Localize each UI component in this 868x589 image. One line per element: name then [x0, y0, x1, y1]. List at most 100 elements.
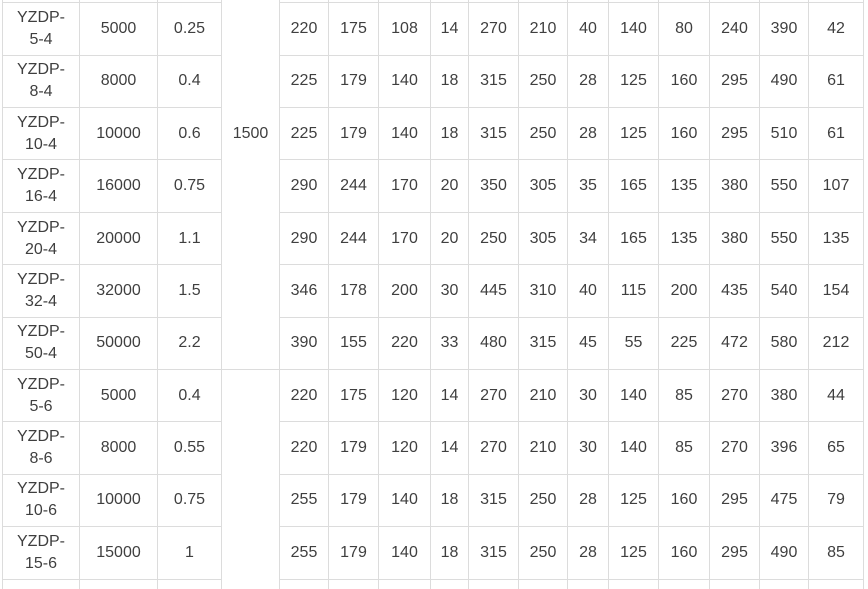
value-cell: 160 [658, 526, 710, 580]
value-cell: 445 [468, 264, 519, 318]
value-cell: 220 [279, 2, 329, 56]
value-cell: 35 [567, 159, 609, 213]
value-cell: 18 [430, 54, 469, 109]
value-cell: 61 [808, 54, 864, 109]
value-cell [79, 578, 158, 589]
value-cell: 225 [279, 54, 329, 109]
model-cell: YZDP- 5-4 [2, 2, 80, 56]
value-cell: 2.2 [157, 316, 222, 371]
value-cell: 5000 [79, 2, 158, 56]
value-cell: 315 [468, 107, 519, 161]
value-cell [157, 578, 222, 589]
model-cell: YZDP- 20-4 [2, 211, 80, 266]
value-cell [328, 578, 379, 589]
value-cell: 15000 [79, 526, 158, 580]
value-cell: 28 [567, 473, 609, 528]
value-cell [279, 578, 329, 589]
value-cell: 45 [567, 316, 609, 371]
value-cell: 200 [658, 264, 710, 318]
value-cell: 540 [759, 264, 809, 318]
value-cell: 170 [378, 211, 431, 266]
value-cell: 550 [759, 211, 809, 266]
value-cell: 1.5 [157, 264, 222, 318]
value-cell: 107 [808, 159, 864, 213]
value-cell: 305 [518, 159, 568, 213]
value-cell: 85 [658, 369, 710, 423]
value-cell: 390 [279, 316, 329, 371]
value-cell: 550 [759, 159, 809, 213]
value-cell: 42 [808, 2, 864, 56]
value-cell: 160 [658, 473, 710, 528]
table-row: YZDP- 8-6 8000 0.55 220 179 120 14 270 210 30 140 85… [2, 421, 864, 475]
value-cell: 79 [808, 473, 864, 528]
value-cell: 20000 [79, 211, 158, 266]
value-cell: 154 [808, 264, 864, 318]
value-cell: 270 [468, 421, 519, 475]
model-cell: YZDP- 16-4 [2, 159, 80, 213]
value-cell: 140 [608, 369, 659, 423]
value-cell: 160 [658, 107, 710, 161]
value-cell: 255 [279, 526, 329, 580]
value-cell: 140 [378, 473, 431, 528]
value-cell: 396 [759, 421, 809, 475]
table-row: YZDP- 5-6 5000 0.4 220 175 120 14 270 210 30 140 85 2… [2, 369, 864, 589]
value-cell: 290 [279, 211, 329, 266]
value-cell: 510 [759, 107, 809, 161]
value-cell: 380 [759, 369, 809, 423]
speed-cell [221, 369, 280, 589]
value-cell: 165 [608, 159, 659, 213]
value-cell: 295 [709, 54, 760, 109]
value-cell: 179 [328, 107, 379, 161]
value-cell: 244 [328, 211, 379, 266]
value-cell: 0.6 [157, 107, 222, 161]
value-cell: 30 [430, 264, 469, 318]
value-cell [709, 578, 760, 589]
value-cell: 250 [518, 473, 568, 528]
value-cell: 50000 [79, 316, 158, 371]
value-cell: 125 [608, 526, 659, 580]
model-cell: YZDP- 15-6 [2, 526, 80, 580]
value-cell: 1 [157, 526, 222, 580]
value-cell: 315 [468, 54, 519, 109]
value-cell: 135 [658, 159, 710, 213]
value-cell: 14 [430, 421, 469, 475]
value-cell: 65 [808, 421, 864, 475]
value-cell: 55 [608, 316, 659, 371]
value-cell: 28 [567, 107, 609, 161]
value-cell: 310 [518, 264, 568, 318]
value-cell: 140 [608, 2, 659, 56]
value-cell: 140 [608, 421, 659, 475]
value-cell [608, 578, 659, 589]
model-cell [2, 578, 80, 589]
value-cell [518, 578, 568, 589]
value-cell: 33 [430, 316, 469, 371]
value-cell: 250 [518, 107, 568, 161]
value-cell: 5000 [79, 369, 158, 423]
value-cell: 85 [658, 421, 710, 475]
model-cell: YZDP- 50-4 [2, 316, 80, 371]
value-cell: 250 [468, 211, 519, 266]
value-cell: 0.75 [157, 159, 222, 213]
value-cell: 135 [658, 211, 710, 266]
table-row: YZDP- 50-4 50000 2.2 390 155 220 33 480 315 45 55 22… [2, 316, 864, 371]
value-cell: 175 [328, 369, 379, 423]
value-cell: 315 [468, 526, 519, 580]
value-cell: 380 [709, 211, 760, 266]
value-cell: 179 [328, 473, 379, 528]
value-cell: 175 [328, 2, 379, 56]
value-cell: 14 [430, 369, 469, 423]
value-cell: 115 [608, 264, 659, 318]
value-cell: 244 [328, 159, 379, 213]
value-cell: 178 [328, 264, 379, 318]
value-cell: 480 [468, 316, 519, 371]
value-cell: 0.55 [157, 421, 222, 475]
value-cell: 435 [709, 264, 760, 318]
value-cell: 155 [328, 316, 379, 371]
value-cell: 240 [709, 2, 760, 56]
value-cell: 210 [518, 369, 568, 423]
value-cell: 28 [567, 54, 609, 109]
value-cell: 140 [378, 107, 431, 161]
